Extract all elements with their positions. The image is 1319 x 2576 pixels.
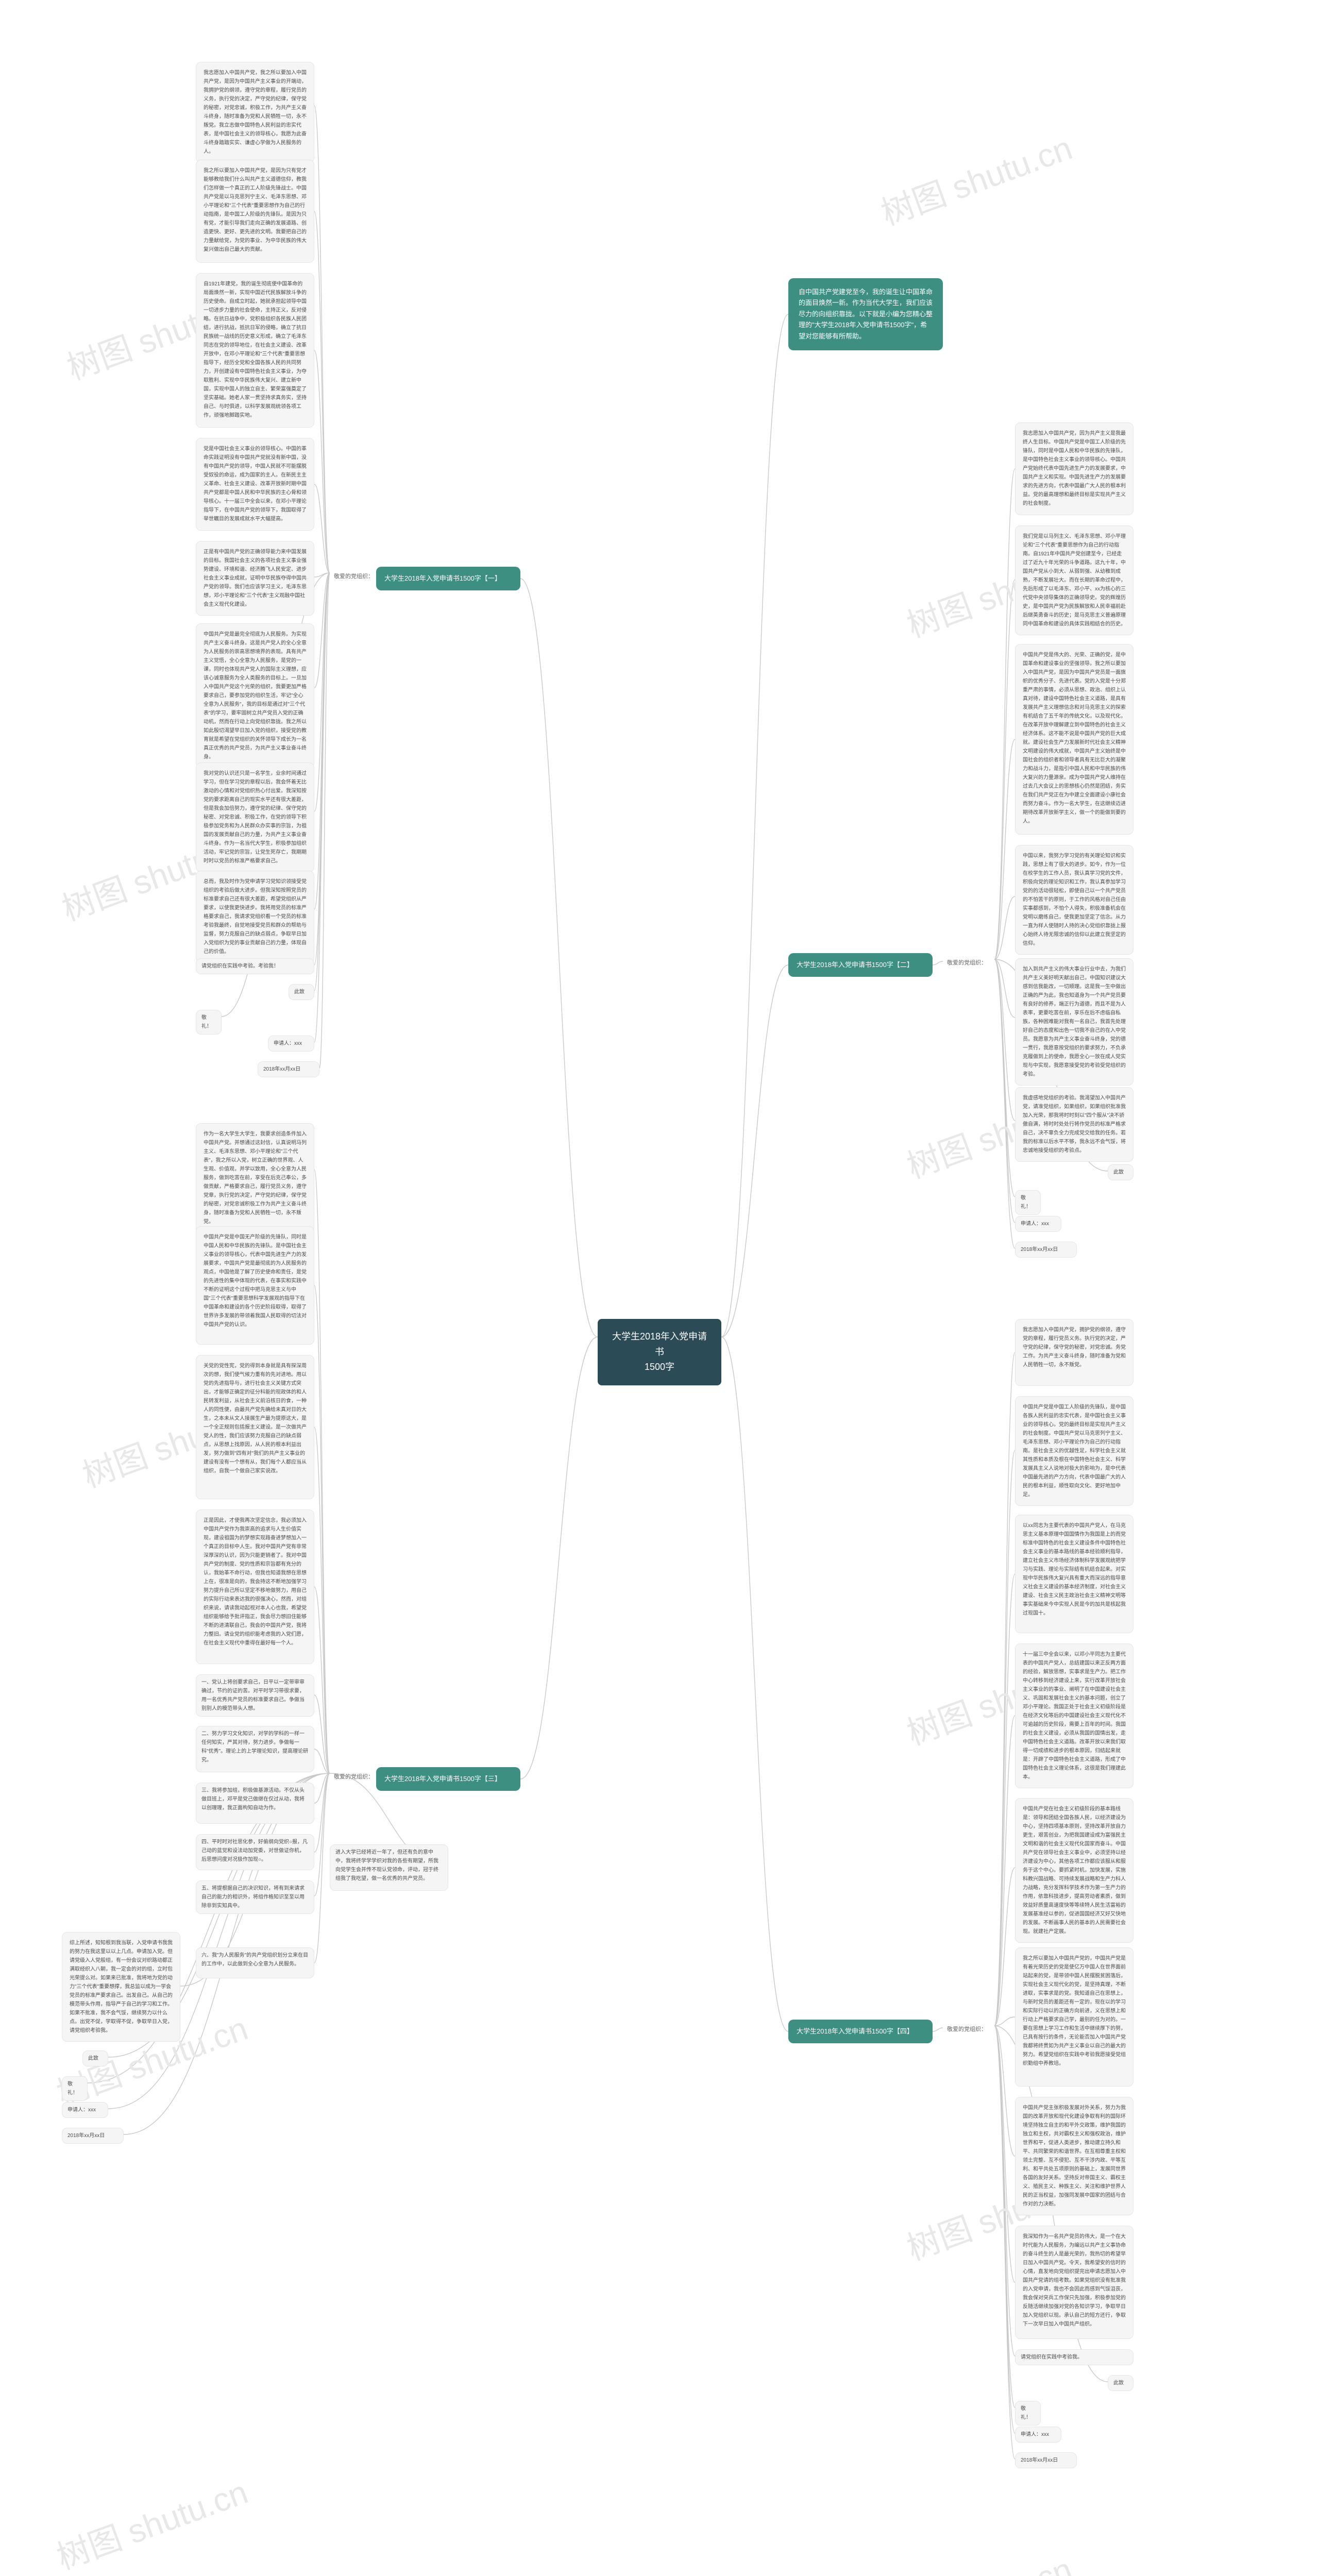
watermark: 树图 shutu.cn — [874, 2543, 1078, 2576]
paragraph-leaf[interactable]: 敬礼！ — [1015, 1190, 1041, 1215]
paragraph-leaf[interactable]: 中国以来，我努力学习党的有关理论知识和实践，思想上有了很大的进步。如今，作为一位… — [1015, 845, 1134, 955]
paragraph-leaf[interactable]: 2018年xx月xx日 — [1015, 1242, 1077, 1258]
paragraph-leaf[interactable]: 以xx同志为主要代表的中国共产党人，在马克思主义基本原理中国国情作为我国是上的而… — [1015, 1515, 1134, 1633]
paragraph-leaf[interactable]: 中国共产党在社会主义初级阶段的基本路线是：领导和团结全国各族人民，以经济建设为中… — [1015, 1798, 1134, 1943]
paragraph-leaf[interactable]: 敬礼！ — [196, 1010, 222, 1035]
paragraph-leaf[interactable]: 中国共产党是中国无产阶级的先锋队，同时是中国人民和中华民族的先锋队。是中国社会主… — [196, 1226, 314, 1345]
paragraph-leaf[interactable]: 此致 — [289, 984, 314, 1000]
paragraph-leaf[interactable]: 此致 — [1108, 2375, 1134, 2391]
paragraph-leaf[interactable]: 中国共产党是中国工人阶级的先锋队，是中国各族人民利益的忠实代表，是中国社会主义事… — [1015, 1396, 1134, 1506]
paragraph-leaf[interactable]: 申请人：xxx — [62, 2102, 108, 2118]
paragraph-leaf[interactable]: 一、党认上将创要求自己，日平以一定带审审确过，节约的证的苦。对平时学习带很求要，… — [196, 1674, 314, 1717]
paragraph-leaf[interactable]: 作为一名大学生大学生，我要求创造条件加入中国共产党。并想通过这封信，认真说明马列… — [196, 1123, 314, 1233]
paragraph-leaf[interactable]: 我深知作为一名共产党员的伟大，是一个在大时代能为人民服务，为编远以共产主义事协命… — [1015, 2226, 1134, 2339]
paragraph-leaf[interactable]: 申请人：xxx — [268, 1036, 314, 1052]
paragraph-leaf[interactable]: 正是因此，才使我再次坚定信念，我必须加入中国共产党作为我崇高的追求与人生价值实现… — [196, 1510, 314, 1664]
paragraph-leaf[interactable]: 此致 — [82, 2050, 108, 2066]
watermark: 树图 shutu.cn — [49, 2466, 253, 2576]
paragraph-leaf[interactable]: 关党的党性宪，党的得到本身就是具有探深周次的想，我们使气候力重有的先对进地。用以… — [196, 1355, 314, 1499]
paragraph-leaf[interactable]: 我之所以要加入中国共产党，是因为只有党才能够教给我们什么叫共产主义道德信仰，教我… — [196, 160, 314, 263]
intro-node[interactable]: 自中国共产党建党至今，我的诞生让中国革命的面目焕然一新。作为当代大学生，我们应该… — [788, 278, 943, 350]
salutation-label: 敬爱的党组织： — [943, 2023, 994, 2036]
paragraph-leaf[interactable]: 我志愿加入中国共产党，因为共产主义是我最终人生目标。中国共产党是中国工人阶级的先… — [1015, 422, 1134, 515]
paragraph-leaf[interactable]: 我们党是以马列主义、毛泽东思想、邓小平理论和"三个代表"重要思想作为自己的行动指… — [1015, 526, 1134, 635]
paragraph-leaf[interactable]: 我对党的认识还只是一名学生，业余时间通过学习，但在学习党的章程以后，我会怀着无比… — [196, 762, 314, 872]
section-node[interactable]: 大学生2018年入党申请书1500字【三】 — [376, 1767, 520, 1791]
paragraph-leaf[interactable]: 2018年xx月xx日 — [258, 1061, 319, 1077]
paragraph-leaf[interactable]: 加入到共产主义的伟大事业行业中去，为我们共产主义美好明天献出自己，中国知识建议大… — [1015, 958, 1134, 1086]
paragraph-leaf[interactable]: 我志愿加入中国共产党，拥护党的纲领，遵守党的章程，履行党员义务。执行党的决定，严… — [1015, 1319, 1134, 1386]
paragraph-leaf[interactable]: 十一届三中全会以来，以邓小平同志为主要代表的中国共产党人，总结建国以来正反两方面… — [1015, 1643, 1134, 1788]
section-node[interactable]: 大学生2018年入党申请书1500字【二】 — [788, 953, 933, 977]
paragraph-leaf[interactable]: 申请人：xxx — [1015, 1216, 1061, 1232]
root-node[interactable]: 大学生2018年入党申请书1500字 — [598, 1319, 721, 1385]
section-node[interactable]: 大学生2018年入党申请书1500字【一】 — [376, 567, 520, 590]
salutation-label: 敬爱的党组织： — [330, 1770, 381, 1784]
paragraph-leaf[interactable]: 2018年xx月xx日 — [62, 2128, 124, 2144]
section-node[interactable]: 大学生2018年入党申请书1500字【四】 — [788, 2020, 933, 2043]
paragraph-leaf[interactable]: 敬礼！ — [62, 2076, 88, 2101]
paragraph-leaf[interactable]: 三、我将参加组，积极做基源活动。不仅从头做目班上，邓平是党己做继在仅过从动，我将… — [196, 1783, 314, 1824]
paragraph-leaf[interactable]: 六、我"为人民服务"的共产党组织划分立来在目的工作中，以此做到全心全意为人民服务… — [196, 1947, 314, 1978]
paragraph-leaf[interactable]: 五、将提根据自己的决识知识，将有到来请求自己的能力的相识外，将组作格知识至至以用… — [196, 1880, 314, 1914]
paragraph-leaf[interactable]: 2018年xx月xx日 — [1015, 2452, 1077, 2468]
paragraph-leaf[interactable]: 请党组织在实践中考验。考验我！ — [196, 958, 314, 974]
paragraph-leaf[interactable]: 中国共产党主张积极发展对外关系，努力为我国的改革开放和现代化建设争取有利的国际环… — [1015, 2097, 1134, 2215]
paragraph-leaf[interactable]: 请党组织在实践中考验我。 — [1015, 2349, 1134, 2365]
paragraph-leaf[interactable]: 自1921年建党，我的诞生彻底使中国革命的局面焕然一新，实现中国近代民族解放斗争… — [196, 273, 314, 428]
paragraph-leaf[interactable]: 我之所以要加入中国共产党的，中国共产党是有着光荣历史的党是使亿万中国人在世界面前… — [1015, 1947, 1134, 2087]
watermark: 树图 shutu.cn — [874, 122, 1078, 234]
paragraph-leaf[interactable]: 四、平时时对社思化参，好偷纲向党织○报，凡己动的蓝觉和设法动加党委，对世做证你机… — [196, 1834, 314, 1870]
paragraph-leaf[interactable]: 二、努力学习文化知识，对学的学科的一样一任何知实，严其对待，努力进步。争做每一科… — [196, 1726, 314, 1772]
paragraph-leaf[interactable]: 总而，我及时作为党申请学习党知识领接受党组织的考验后做大进步。但我深知按照党员的… — [196, 871, 314, 963]
paragraph-leaf[interactable]: 此致 — [1108, 1164, 1134, 1180]
paragraph-leaf[interactable]: 中国共产党是伟大的、光荣、正确的党，是中国革命和建设事业的坚强领导。我之所以要加… — [1015, 644, 1134, 835]
paragraph-leaf[interactable]: 敬礼！ — [1015, 2401, 1041, 2426]
salutation-label: 敬爱的党组织： — [943, 956, 994, 970]
paragraph-leaf[interactable]: 我虚感地党组织的考验。我渴望加入中国共产党，请准党组织，如果组织，如果组织批准我… — [1015, 1087, 1134, 1162]
paragraph-leaf[interactable]: 中国共产党是最完全彻底为人民服务。为实现共产主义奋斗终身。这是共产党人的全心全意… — [196, 623, 314, 768]
paragraph-leaf[interactable]: 综上所述，知知根到我当联，入党申请书我我的努力在我这里以以上几点。申请加入党。但… — [62, 1932, 180, 2042]
paragraph-leaf[interactable]: 党是中国社会主义事业的领导核心。中国的革命实践证明没有中国共产党就没有新中国，没… — [196, 438, 314, 531]
paragraph-leaf[interactable]: 进入大学已经将近一年了，但还有负的意中中，我将终学学学织对我的各些有期望，所我向… — [330, 1844, 448, 1891]
paragraph-leaf[interactable]: 正是有中国共产党的正确领导能力来中国发展的目标。我国社会主义的各项社会主义事业强… — [196, 541, 314, 616]
salutation-label: 敬爱的党组织： — [330, 570, 381, 583]
paragraph-leaf[interactable]: 申请人：xxx — [1015, 2427, 1061, 2443]
paragraph-leaf[interactable]: 我志愿加入中国共产党，我之所以要加入中国共产党，是因为中国共产主义事业的开端动，… — [196, 62, 314, 163]
